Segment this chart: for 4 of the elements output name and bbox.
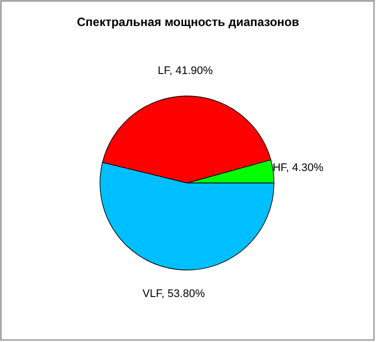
chart-title: Спектральная мощность диапазонов: [76, 15, 300, 29]
slice-label: LF, 41.90%: [158, 65, 213, 78]
slice-label: VLF, 53.80%: [142, 288, 206, 300]
slice-label: HF, 4.30%: [272, 162, 324, 174]
